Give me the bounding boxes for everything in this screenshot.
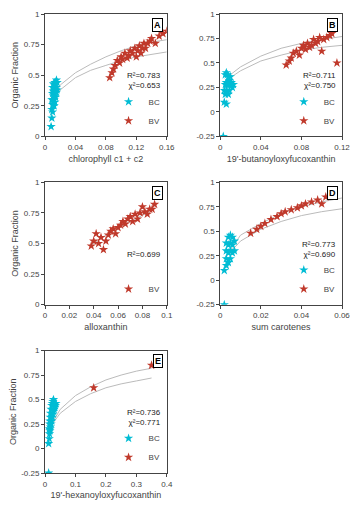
svg-text:0.25: 0.25 [199, 252, 215, 261]
svg-text:R²=0.736χ²=0.771: R²=0.736χ²=0.771 [127, 408, 161, 427]
svg-text:Organic Fraction: Organic Fraction [10, 210, 20, 277]
svg-text:0: 0 [218, 143, 223, 152]
svg-text:0.1: 0.1 [70, 480, 82, 489]
svg-text:0.25: 0.25 [24, 420, 40, 429]
svg-text:0.3: 0.3 [131, 480, 143, 489]
svg-text:0.1: 0.1 [161, 311, 173, 320]
svg-text:0: 0 [35, 444, 40, 453]
svg-text:0.08: 0.08 [135, 311, 151, 320]
svg-text:BC: BC [324, 266, 335, 275]
svg-text:BV: BV [149, 285, 160, 294]
svg-text:BV: BV [149, 453, 160, 462]
svg-text:Organic Fraction: Organic Fraction [8, 379, 18, 446]
svg-text:0.25: 0.25 [24, 270, 40, 279]
svg-text:-0.25: -0.25 [196, 132, 215, 141]
svg-text:19'-hexanoyloxyfucoxanthin: 19'-hexanoyloxyfucoxanthin [50, 490, 161, 500]
svg-text:alloxanthin: alloxanthin [84, 322, 127, 332]
svg-text:1: 1 [210, 10, 215, 19]
svg-text:chlorophyll c1 + c2: chlorophyll c1 + c2 [68, 154, 143, 164]
svg-text:0.5: 0.5 [28, 71, 40, 80]
svg-text:0.75: 0.75 [24, 40, 40, 49]
svg-text:0.02: 0.02 [62, 311, 78, 320]
svg-text:0.4: 0.4 [161, 480, 173, 489]
svg-text:0.75: 0.75 [24, 371, 40, 380]
svg-text:R²=0.783χ²=0.653: R²=0.783χ²=0.653 [127, 71, 161, 90]
svg-text:0.02: 0.02 [253, 311, 269, 320]
svg-text:0: 0 [210, 108, 215, 117]
svg-text:1: 1 [35, 178, 40, 187]
svg-text:A: A [154, 20, 161, 30]
svg-text:0: 0 [35, 132, 40, 141]
svg-text:0.04: 0.04 [294, 311, 310, 320]
svg-text:BV: BV [324, 285, 335, 294]
svg-text:sum carotenes: sum carotenes [252, 322, 312, 332]
svg-text:BC: BC [324, 98, 335, 107]
svg-text:-0.25: -0.25 [196, 300, 215, 309]
svg-text:Organic Fraction: Organic Fraction [10, 42, 20, 109]
svg-text:BC: BC [149, 434, 160, 443]
svg-text:0.25: 0.25 [24, 102, 40, 111]
svg-text:0.12: 0.12 [334, 143, 350, 152]
svg-text:0: 0 [43, 311, 48, 320]
svg-text:B: B [329, 20, 336, 30]
svg-text:0.5: 0.5 [28, 395, 40, 404]
svg-text:R²=0.711χ²=0.750: R²=0.711χ²=0.750 [303, 71, 336, 90]
svg-text:0.75: 0.75 [24, 209, 40, 218]
svg-text:0.08: 0.08 [294, 143, 310, 152]
svg-text:0.75: 0.75 [199, 34, 215, 43]
svg-text:-0.25: -0.25 [21, 469, 40, 478]
svg-text:E: E [155, 356, 161, 366]
svg-text:0.04: 0.04 [68, 143, 84, 152]
svg-text:0.2: 0.2 [100, 480, 112, 489]
svg-text:0: 0 [43, 143, 48, 152]
svg-text:1: 1 [35, 10, 40, 19]
svg-text:BC: BC [149, 98, 160, 107]
svg-text:0.04: 0.04 [253, 143, 269, 152]
svg-text:0.08: 0.08 [98, 143, 114, 152]
svg-text:0.25: 0.25 [199, 83, 215, 92]
svg-text:1: 1 [210, 178, 215, 187]
svg-text:BV: BV [149, 117, 160, 126]
svg-text:0.5: 0.5 [204, 59, 216, 68]
svg-text:0.75: 0.75 [199, 203, 215, 212]
svg-text:0.5: 0.5 [28, 239, 40, 248]
svg-text:0.16: 0.16 [159, 143, 175, 152]
svg-text:BV: BV [324, 117, 335, 126]
svg-text:0.06: 0.06 [334, 311, 350, 320]
svg-text:0.12: 0.12 [129, 143, 145, 152]
svg-text:0: 0 [210, 276, 215, 285]
svg-text:19'-butanoyloxyfucoxanthin: 19'-butanoyloxyfucoxanthin [227, 154, 336, 164]
svg-text:0: 0 [43, 480, 48, 489]
svg-text:C: C [154, 188, 161, 198]
svg-text:R²=0.773χ²=0.690: R²=0.773χ²=0.690 [302, 240, 336, 259]
svg-text:1: 1 [35, 346, 40, 355]
svg-text:R²=0.699: R²=0.699 [127, 250, 161, 259]
svg-text:D: D [329, 188, 336, 198]
svg-text:0.04: 0.04 [86, 311, 102, 320]
svg-text:0.5: 0.5 [204, 227, 216, 236]
svg-text:0: 0 [218, 311, 223, 320]
svg-text:0: 0 [35, 300, 40, 309]
svg-text:0.06: 0.06 [110, 311, 126, 320]
